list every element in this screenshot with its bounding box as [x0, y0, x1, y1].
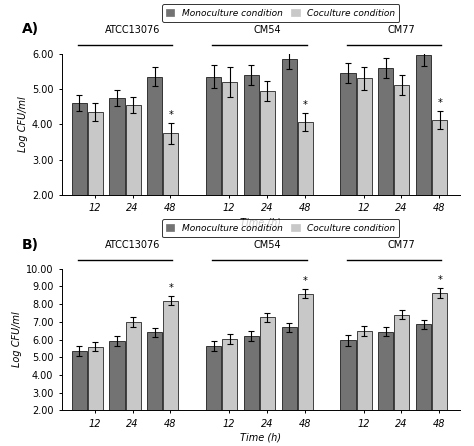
- Text: CM54: CM54: [253, 25, 281, 35]
- Bar: [244, 75, 259, 195]
- Bar: [394, 315, 410, 410]
- Text: *: *: [437, 98, 442, 108]
- Bar: [88, 112, 103, 195]
- Bar: [126, 322, 141, 410]
- Bar: [72, 103, 87, 195]
- Bar: [298, 122, 313, 195]
- Text: CM77: CM77: [388, 240, 415, 250]
- Bar: [432, 120, 447, 195]
- Bar: [244, 336, 259, 410]
- Bar: [378, 331, 393, 410]
- Bar: [222, 82, 237, 195]
- Legend: Monoculture condition, Coculture condition: Monoculture condition, Coculture conditi…: [162, 219, 400, 237]
- Bar: [432, 293, 447, 410]
- Bar: [109, 98, 125, 195]
- Bar: [416, 325, 431, 410]
- Bar: [340, 73, 356, 195]
- Bar: [147, 77, 162, 195]
- Bar: [206, 77, 221, 195]
- Bar: [260, 318, 275, 410]
- Text: *: *: [437, 275, 442, 285]
- Text: ATCC13076: ATCC13076: [105, 240, 160, 250]
- Text: CM54: CM54: [253, 240, 281, 250]
- Text: *: *: [303, 276, 308, 286]
- Bar: [222, 339, 237, 410]
- Text: *: *: [168, 110, 173, 120]
- Bar: [126, 105, 141, 195]
- Bar: [164, 133, 178, 195]
- Y-axis label: Log CFU/ml: Log CFU/ml: [12, 312, 22, 368]
- Bar: [282, 59, 297, 195]
- Bar: [164, 301, 178, 410]
- Text: B): B): [22, 238, 39, 252]
- X-axis label: Time (h): Time (h): [240, 433, 281, 443]
- Bar: [260, 91, 275, 195]
- Text: A): A): [22, 22, 39, 37]
- Text: ATCC13076: ATCC13076: [105, 25, 160, 35]
- Bar: [109, 341, 125, 410]
- Bar: [298, 293, 313, 410]
- Bar: [282, 327, 297, 410]
- Bar: [416, 54, 431, 195]
- Text: *: *: [303, 100, 308, 110]
- Bar: [72, 351, 87, 410]
- Bar: [394, 85, 410, 195]
- Legend: Monoculture condition, Coculture condition: Monoculture condition, Coculture conditi…: [162, 4, 400, 22]
- Bar: [356, 78, 372, 195]
- Y-axis label: Log CFU/ml: Log CFU/ml: [18, 96, 27, 152]
- Bar: [340, 340, 356, 410]
- X-axis label: Time (h): Time (h): [240, 218, 281, 227]
- Bar: [356, 330, 372, 410]
- Bar: [147, 332, 162, 410]
- Bar: [378, 68, 393, 195]
- Text: *: *: [168, 283, 173, 293]
- Text: CM77: CM77: [388, 25, 415, 35]
- Bar: [206, 346, 221, 410]
- Bar: [88, 347, 103, 410]
